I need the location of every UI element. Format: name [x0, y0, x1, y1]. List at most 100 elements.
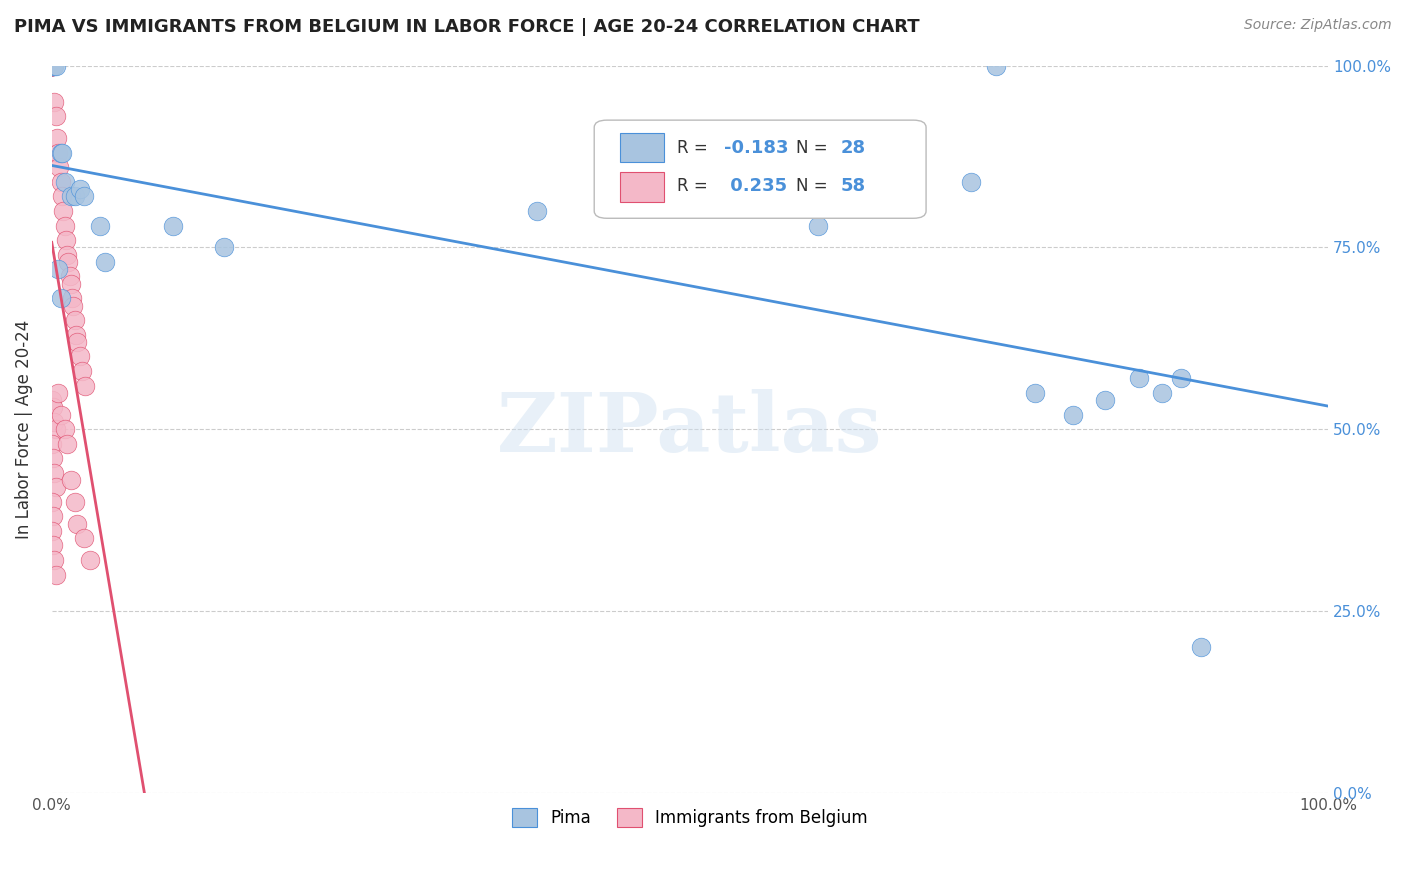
Point	[60, 291, 83, 305]
Point	[94, 255, 117, 269]
Point	[41, 59, 63, 73]
Point	[44, 59, 66, 73]
Point	[49, 145, 72, 160]
Point	[41, 59, 63, 73]
Point	[41, 59, 63, 73]
Point	[44, 553, 66, 567]
Text: N =: N =	[796, 177, 832, 194]
FancyBboxPatch shape	[595, 120, 927, 219]
Point	[41, 59, 63, 73]
Point	[45, 59, 67, 73]
Point	[42, 451, 65, 466]
Point	[44, 415, 66, 429]
Point	[62, 299, 84, 313]
Point	[59, 189, 82, 203]
Point	[526, 204, 548, 219]
Point	[56, 436, 79, 450]
Point	[55, 233, 77, 247]
FancyBboxPatch shape	[620, 172, 665, 202]
Point	[66, 516, 89, 531]
Text: -0.183: -0.183	[724, 139, 789, 157]
Point	[52, 204, 75, 219]
Point	[41, 59, 63, 73]
Point	[69, 182, 91, 196]
Point	[89, 219, 111, 233]
Text: PIMA VS IMMIGRANTS FROM BELGIUM IN LABOR FORCE | AGE 20-24 CORRELATION CHART: PIMA VS IMMIGRANTS FROM BELGIUM IN LABOR…	[14, 18, 920, 36]
Point	[58, 255, 80, 269]
Point	[41, 392, 63, 407]
Point	[44, 95, 66, 109]
Text: N =: N =	[796, 139, 832, 157]
Point	[212, 240, 235, 254]
Point	[42, 509, 65, 524]
Point	[73, 378, 96, 392]
Point	[41, 59, 63, 73]
Point	[42, 59, 65, 73]
Point	[56, 247, 79, 261]
Point	[1189, 640, 1212, 655]
Point	[45, 131, 67, 145]
Point	[53, 219, 76, 233]
Text: 0.235: 0.235	[724, 177, 787, 194]
Text: R =: R =	[678, 139, 713, 157]
Point	[41, 59, 63, 73]
Point	[46, 385, 69, 400]
Point	[41, 59, 63, 73]
Point	[73, 189, 96, 203]
Point	[49, 175, 72, 189]
Point	[42, 538, 65, 552]
Point	[986, 59, 1008, 73]
Point	[66, 334, 89, 349]
Point	[41, 59, 63, 73]
Text: ZIPatlas: ZIPatlas	[498, 389, 883, 469]
Point	[59, 269, 82, 284]
Text: Source: ZipAtlas.com: Source: ZipAtlas.com	[1244, 18, 1392, 32]
Point	[49, 408, 72, 422]
Point	[41, 495, 63, 509]
Text: R =: R =	[678, 177, 713, 194]
Text: 58: 58	[841, 177, 866, 194]
Point	[1128, 371, 1150, 385]
Point	[45, 480, 67, 494]
Legend: Pima, Immigrants from Belgium: Pima, Immigrants from Belgium	[505, 799, 876, 835]
Point	[45, 567, 67, 582]
Point	[49, 291, 72, 305]
Point	[806, 219, 828, 233]
Point	[41, 59, 63, 73]
Point	[51, 189, 73, 203]
Point	[45, 110, 67, 124]
Point	[51, 145, 73, 160]
Point	[959, 175, 981, 189]
Point	[41, 59, 63, 73]
Point	[63, 189, 86, 203]
Point	[46, 145, 69, 160]
Point	[53, 175, 76, 189]
Point	[1170, 371, 1192, 385]
Point	[41, 436, 63, 450]
Point	[48, 161, 70, 175]
Point	[41, 59, 63, 73]
Text: 28: 28	[841, 139, 866, 157]
Point	[46, 262, 69, 277]
Point	[41, 59, 63, 73]
Point	[59, 473, 82, 487]
Point	[162, 219, 184, 233]
Point	[1062, 408, 1084, 422]
Point	[63, 495, 86, 509]
Y-axis label: In Labor Force | Age 20-24: In Labor Force | Age 20-24	[15, 319, 32, 539]
Point	[44, 466, 66, 480]
Point	[63, 313, 86, 327]
Point	[53, 422, 76, 436]
Point	[59, 277, 82, 291]
Point	[72, 364, 94, 378]
Point	[1024, 385, 1046, 400]
FancyBboxPatch shape	[620, 133, 665, 162]
Point	[73, 531, 96, 545]
Point	[41, 524, 63, 538]
Point	[45, 422, 67, 436]
Point	[79, 553, 101, 567]
Point	[41, 59, 63, 73]
Point	[1152, 385, 1174, 400]
Point	[1094, 392, 1116, 407]
Point	[69, 350, 91, 364]
